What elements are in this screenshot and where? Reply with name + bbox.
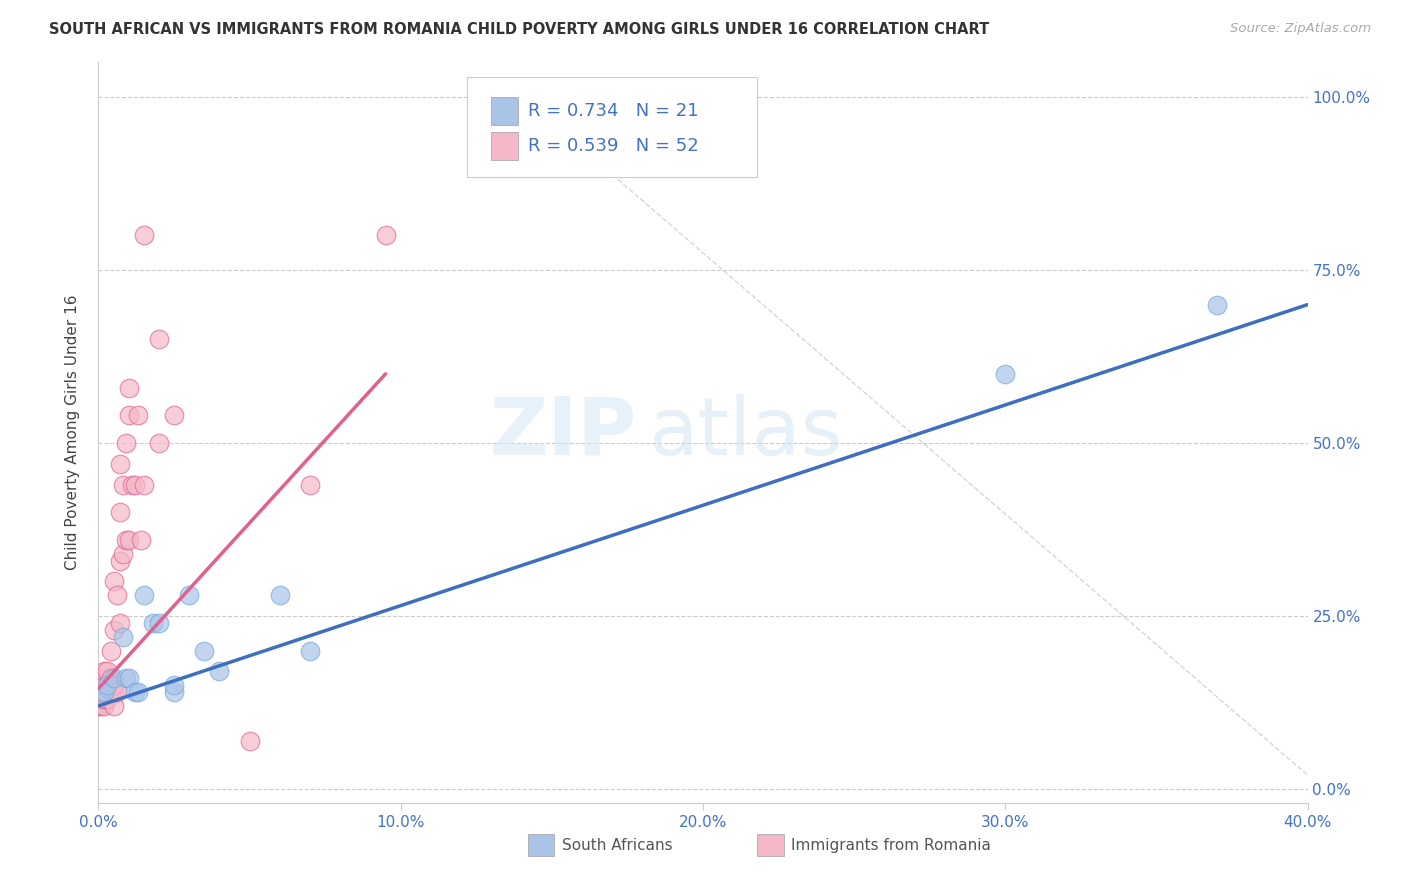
Point <box>129 533 152 547</box>
Point <box>108 457 131 471</box>
Point <box>299 643 322 657</box>
Text: ZIP: ZIP <box>489 393 637 472</box>
Point <box>93 678 115 692</box>
Point <box>96 678 118 692</box>
Text: Source: ZipAtlas.com: Source: ZipAtlas.com <box>1230 22 1371 36</box>
Point <box>118 533 141 547</box>
Point <box>163 678 186 692</box>
Point <box>90 671 112 685</box>
Point <box>90 685 112 699</box>
Point <box>124 477 146 491</box>
Point <box>111 630 134 644</box>
Y-axis label: Child Poverty Among Girls Under 16: Child Poverty Among Girls Under 16 <box>65 295 80 570</box>
Point <box>148 436 170 450</box>
FancyBboxPatch shape <box>527 834 554 856</box>
Point <box>163 685 186 699</box>
Text: R = 0.539   N = 52: R = 0.539 N = 52 <box>527 137 699 155</box>
Point <box>208 665 231 679</box>
Point <box>103 685 125 699</box>
Point <box>96 678 118 692</box>
Point <box>105 588 128 602</box>
Point <box>239 733 262 747</box>
Point <box>118 381 141 395</box>
Text: SOUTH AFRICAN VS IMMIGRANTS FROM ROMANIA CHILD POVERTY AMONG GIRLS UNDER 16 CORR: SOUTH AFRICAN VS IMMIGRANTS FROM ROMANIA… <box>49 22 990 37</box>
Point <box>87 692 110 706</box>
FancyBboxPatch shape <box>467 78 758 178</box>
Point <box>100 643 122 657</box>
FancyBboxPatch shape <box>492 97 517 126</box>
Point <box>124 685 146 699</box>
Point <box>108 554 131 568</box>
Point <box>93 692 115 706</box>
Point <box>179 588 201 602</box>
Point <box>87 678 110 692</box>
Point <box>90 685 112 699</box>
Point <box>100 671 122 685</box>
Point <box>90 678 112 692</box>
Point <box>108 615 131 630</box>
Point <box>93 665 115 679</box>
Point <box>132 477 155 491</box>
Point <box>127 685 149 699</box>
FancyBboxPatch shape <box>492 132 517 161</box>
Point <box>93 685 115 699</box>
Point <box>96 692 118 706</box>
Point <box>1206 297 1229 311</box>
Point <box>692 118 714 132</box>
Point <box>90 698 112 713</box>
Text: atlas: atlas <box>648 393 844 472</box>
Point <box>299 477 322 491</box>
Point <box>105 685 128 699</box>
Point <box>103 671 125 685</box>
Text: South Africans: South Africans <box>561 838 672 853</box>
Point <box>90 692 112 706</box>
Point <box>103 574 125 589</box>
Point <box>118 409 141 423</box>
Text: R = 0.734   N = 21: R = 0.734 N = 21 <box>527 103 699 120</box>
Point <box>994 367 1017 381</box>
Point <box>148 615 170 630</box>
Point <box>103 678 125 692</box>
Point <box>148 332 170 346</box>
Point <box>114 436 136 450</box>
Point <box>87 685 110 699</box>
Point <box>111 547 134 561</box>
Point <box>374 228 396 243</box>
FancyBboxPatch shape <box>758 834 785 856</box>
Point <box>96 665 118 679</box>
Point <box>103 698 125 713</box>
Point <box>269 588 291 602</box>
Text: Immigrants from Romania: Immigrants from Romania <box>792 838 991 853</box>
Point <box>114 671 136 685</box>
Point <box>87 685 110 699</box>
Point <box>142 615 165 630</box>
Point <box>108 505 131 519</box>
Point <box>132 228 155 243</box>
Point <box>93 698 115 713</box>
Point <box>87 698 110 713</box>
Point <box>193 643 215 657</box>
Point <box>127 409 149 423</box>
Point <box>132 588 155 602</box>
Point <box>111 477 134 491</box>
Point <box>93 685 115 699</box>
Point <box>163 409 186 423</box>
Point <box>103 623 125 637</box>
Point <box>121 477 143 491</box>
Point <box>118 671 141 685</box>
Point <box>100 685 122 699</box>
Point <box>114 533 136 547</box>
